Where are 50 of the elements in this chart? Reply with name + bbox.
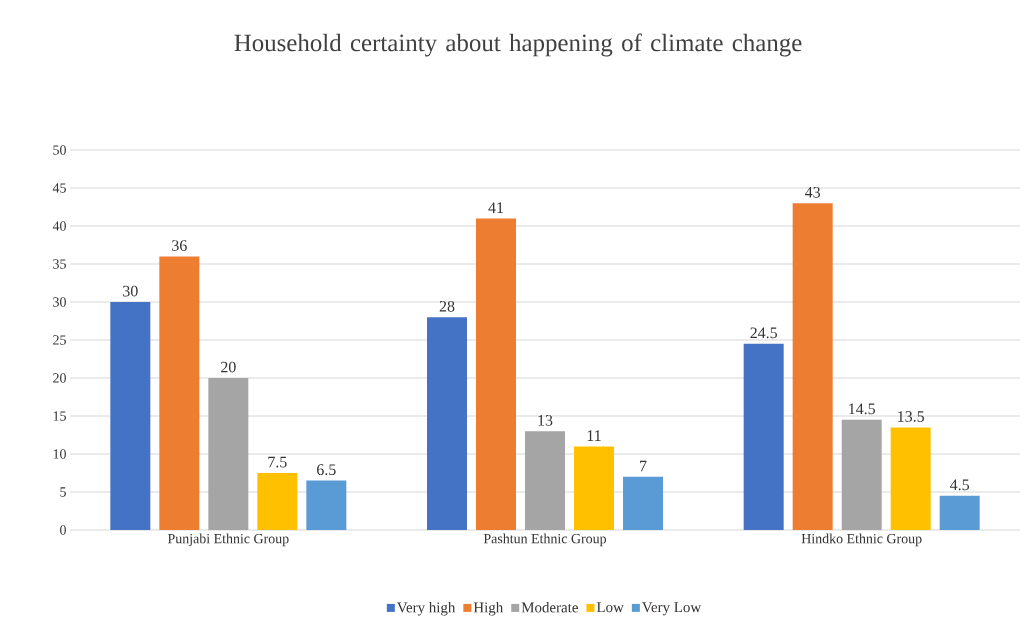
bar [743, 343, 784, 530]
bar [476, 218, 516, 530]
data-label: 41 [488, 202, 504, 213]
x-tick-label: Pashtun Ethnic Group [483, 533, 607, 547]
y-tick-label: 5 [60, 487, 66, 497]
data-label: 28 [439, 300, 455, 312]
data-label: 20 [221, 361, 236, 373]
data-label: 6.5 [317, 464, 336, 476]
data-label: 4.5 [950, 479, 970, 491]
bar [574, 446, 615, 530]
data-label: 13.5 [898, 411, 924, 422]
bar [159, 256, 200, 530]
x-tick-label: Hindko Ethnic Group [801, 533, 922, 547]
data-label: 14.5 [849, 403, 875, 415]
bar [110, 302, 151, 530]
data-label: 24.5 [750, 327, 777, 339]
y-tick-label: 0 [60, 525, 66, 535]
data-label: 30 [123, 285, 138, 297]
bar [623, 476, 664, 530]
y-tick-label: 40 [52, 221, 66, 231]
data-label: 7 [640, 460, 647, 472]
y-tick-label: 25 [53, 335, 66, 345]
y-tick-label: 35 [53, 259, 66, 269]
data-label: 13 [538, 414, 553, 426]
bar [841, 419, 882, 530]
data-label: 7.5 [268, 456, 287, 468]
y-tick-label: 20 [53, 373, 66, 383]
y-tick-label: 30 [53, 297, 66, 307]
bar [939, 495, 980, 530]
y-tick-label: 50 [53, 145, 66, 155]
data-label: 36 [172, 240, 187, 251]
legend-label: Low [596, 602, 624, 613]
bar [208, 378, 249, 530]
bar [890, 427, 931, 530]
y-tick-label: 10 [53, 449, 66, 459]
legend-label: Very Low [642, 602, 702, 616]
legend-label: High [473, 601, 504, 616]
bar [525, 431, 565, 530]
bar [792, 203, 833, 530]
bar [427, 317, 467, 530]
data-label: 11 [587, 430, 601, 441]
x-tick-label: Punjabi Ethnic Group [167, 533, 289, 547]
data-label: 43 [805, 186, 821, 198]
legend-label: Moderate [521, 601, 578, 613]
chart-title: Household certainty about happening of climate change [234, 33, 802, 57]
bar [306, 480, 347, 530]
legend-label: Very high [397, 601, 456, 616]
y-tick-label: 15 [53, 411, 66, 421]
bar [257, 473, 298, 530]
y-tick-label: 45 [52, 183, 66, 193]
